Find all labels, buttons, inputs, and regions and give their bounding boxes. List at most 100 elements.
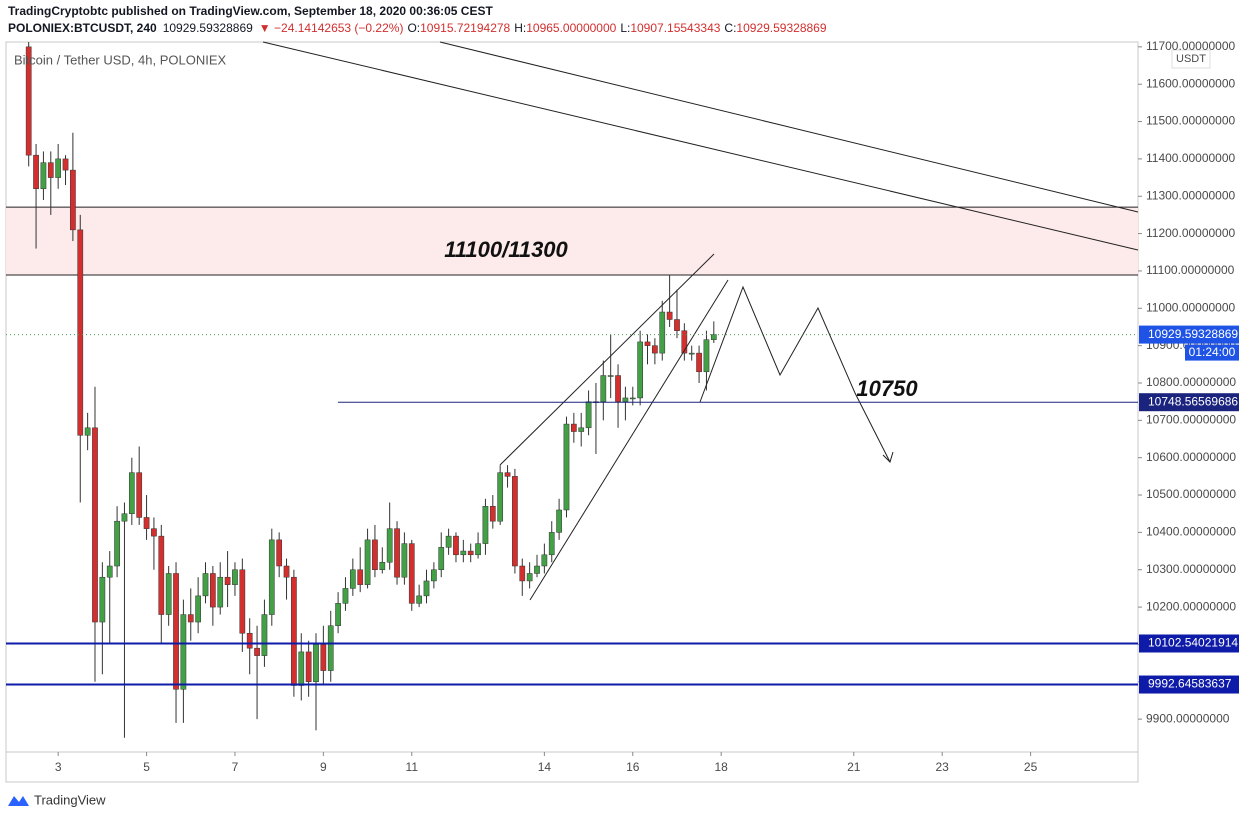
- symbol: POLONIEX:BTCUSDT, 240: [8, 21, 157, 35]
- price-line-label-bg: [1139, 634, 1239, 653]
- x-tick-label: 11: [406, 760, 419, 774]
- candle-body: [615, 375, 621, 402]
- candle-body: [298, 651, 305, 686]
- candle-body: [349, 569, 356, 589]
- trend-line: [439, 41, 1139, 213]
- candle-body: [342, 588, 349, 604]
- candle-body: [158, 535, 165, 615]
- y-tick-label: 11200.00000000: [1146, 226, 1236, 240]
- y-tick-label: 11100.00000000: [1146, 263, 1235, 277]
- candle-body: [578, 427, 585, 432]
- x-tick-label: 14: [538, 760, 552, 774]
- y-tick-label: 10300.00000000: [1146, 562, 1236, 576]
- marks-layer: [25, 42, 717, 738]
- projection-arrowhead: [882, 451, 894, 463]
- o-label: O:: [407, 21, 420, 35]
- candle-body: [261, 614, 268, 656]
- y-tick-label: 10400.00000000: [1146, 525, 1236, 539]
- candle-body: [519, 565, 526, 582]
- candle-body: [710, 334, 717, 340]
- footer-text: TradingView: [34, 792, 106, 807]
- candle-body: [408, 543, 415, 604]
- candle-body: [254, 647, 260, 656]
- candle-body: [703, 339, 710, 373]
- drawings: [262, 41, 1139, 601]
- candle-body: [320, 644, 327, 671]
- candle-body: [460, 550, 467, 556]
- candle-body: [453, 535, 459, 556]
- candle-body: [291, 576, 297, 686]
- zone-layer: [6, 206, 1138, 276]
- candle-body: [681, 330, 688, 354]
- candle-body: [246, 632, 253, 649]
- candle-body: [92, 427, 98, 623]
- candle-body: [674, 319, 680, 331]
- candle-body: [666, 311, 673, 320]
- x-tick-label: 21: [847, 760, 861, 774]
- candle-body: [563, 423, 570, 511]
- candle-body: [394, 528, 400, 578]
- x-tick-label: 9: [320, 760, 327, 774]
- candle-body: [40, 162, 47, 190]
- y-tick-label: 10700.00000000: [1146, 413, 1236, 427]
- candle-body: [504, 472, 511, 477]
- candle-body: [372, 539, 378, 570]
- channel-line: [499, 253, 715, 466]
- candle-body: [283, 565, 290, 578]
- annotation: 10750: [856, 376, 918, 401]
- l-value: 10907.15543343: [630, 21, 720, 35]
- candle-body: [128, 472, 135, 514]
- candle-body: [600, 375, 607, 402]
- candle-body: [445, 535, 452, 548]
- price-line-label: 10102.54021914: [1148, 636, 1238, 650]
- candle-body: [637, 341, 643, 399]
- y-tick-label: 11300.00000000: [1146, 188, 1236, 202]
- x-tick-label: 5: [143, 760, 150, 774]
- candle-body: [47, 162, 54, 178]
- countdown: 01:24:00: [1189, 345, 1236, 359]
- candle-body: [548, 532, 555, 556]
- y-tick-label: 11400.00000000: [1146, 151, 1236, 165]
- candle-body: [327, 625, 334, 671]
- candle-body: [187, 614, 194, 623]
- candle-body: [482, 505, 489, 544]
- candle-body: [541, 554, 548, 567]
- o-value: 10915.72194278: [420, 21, 510, 35]
- candle-body: [70, 169, 76, 231]
- y-tick-label: 9900.00000000: [1146, 711, 1230, 725]
- legend-title: Bitcoin / Tether USD, 4h, POLONIEX: [14, 52, 227, 67]
- candle-body: [364, 539, 371, 585]
- l-label: L:: [620, 21, 630, 35]
- y-tick-label: 10800.00000000: [1146, 375, 1236, 389]
- candle-body: [497, 472, 504, 522]
- y-tick-label: 11700.00000000: [1146, 39, 1236, 53]
- logo: [8, 796, 29, 806]
- candle-body: [438, 547, 445, 570]
- h-value: 10965.00000000: [526, 21, 616, 35]
- candle-body: [143, 517, 150, 529]
- x-tick-label: 25: [1024, 760, 1038, 774]
- candle-body: [217, 576, 224, 608]
- candle-body: [224, 576, 231, 585]
- x-tick-label: 16: [626, 760, 640, 774]
- byline: TradingCryptobtc published on TradingVie…: [8, 4, 493, 18]
- y-tick-label: 10500.00000000: [1146, 487, 1236, 501]
- last: 10929.59328869: [163, 21, 253, 35]
- candle-body: [467, 550, 474, 556]
- x-tick-label: 7: [232, 760, 239, 774]
- currency: USDT: [1176, 53, 1206, 65]
- candle-body: [202, 573, 209, 597]
- y-tick-label: 11000.00000000: [1146, 300, 1236, 314]
- x-tick-label: 3: [55, 760, 62, 774]
- x-tick-label: 18: [715, 760, 729, 774]
- candle-body: [696, 352, 702, 373]
- candle-body: [106, 565, 113, 578]
- candle-body: [416, 595, 422, 604]
- byline-text: TradingCryptobtc published on TradingVie…: [8, 4, 493, 18]
- y-tick-label: 10200.00000000: [1146, 599, 1236, 613]
- candle-body: [431, 569, 437, 582]
- candle-body: [151, 528, 157, 537]
- candle-body: [121, 513, 128, 522]
- candle-body: [659, 311, 666, 354]
